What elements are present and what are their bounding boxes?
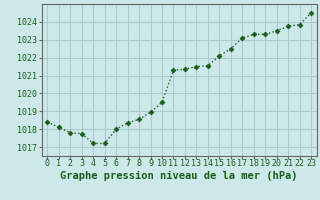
X-axis label: Graphe pression niveau de la mer (hPa): Graphe pression niveau de la mer (hPa): [60, 171, 298, 181]
